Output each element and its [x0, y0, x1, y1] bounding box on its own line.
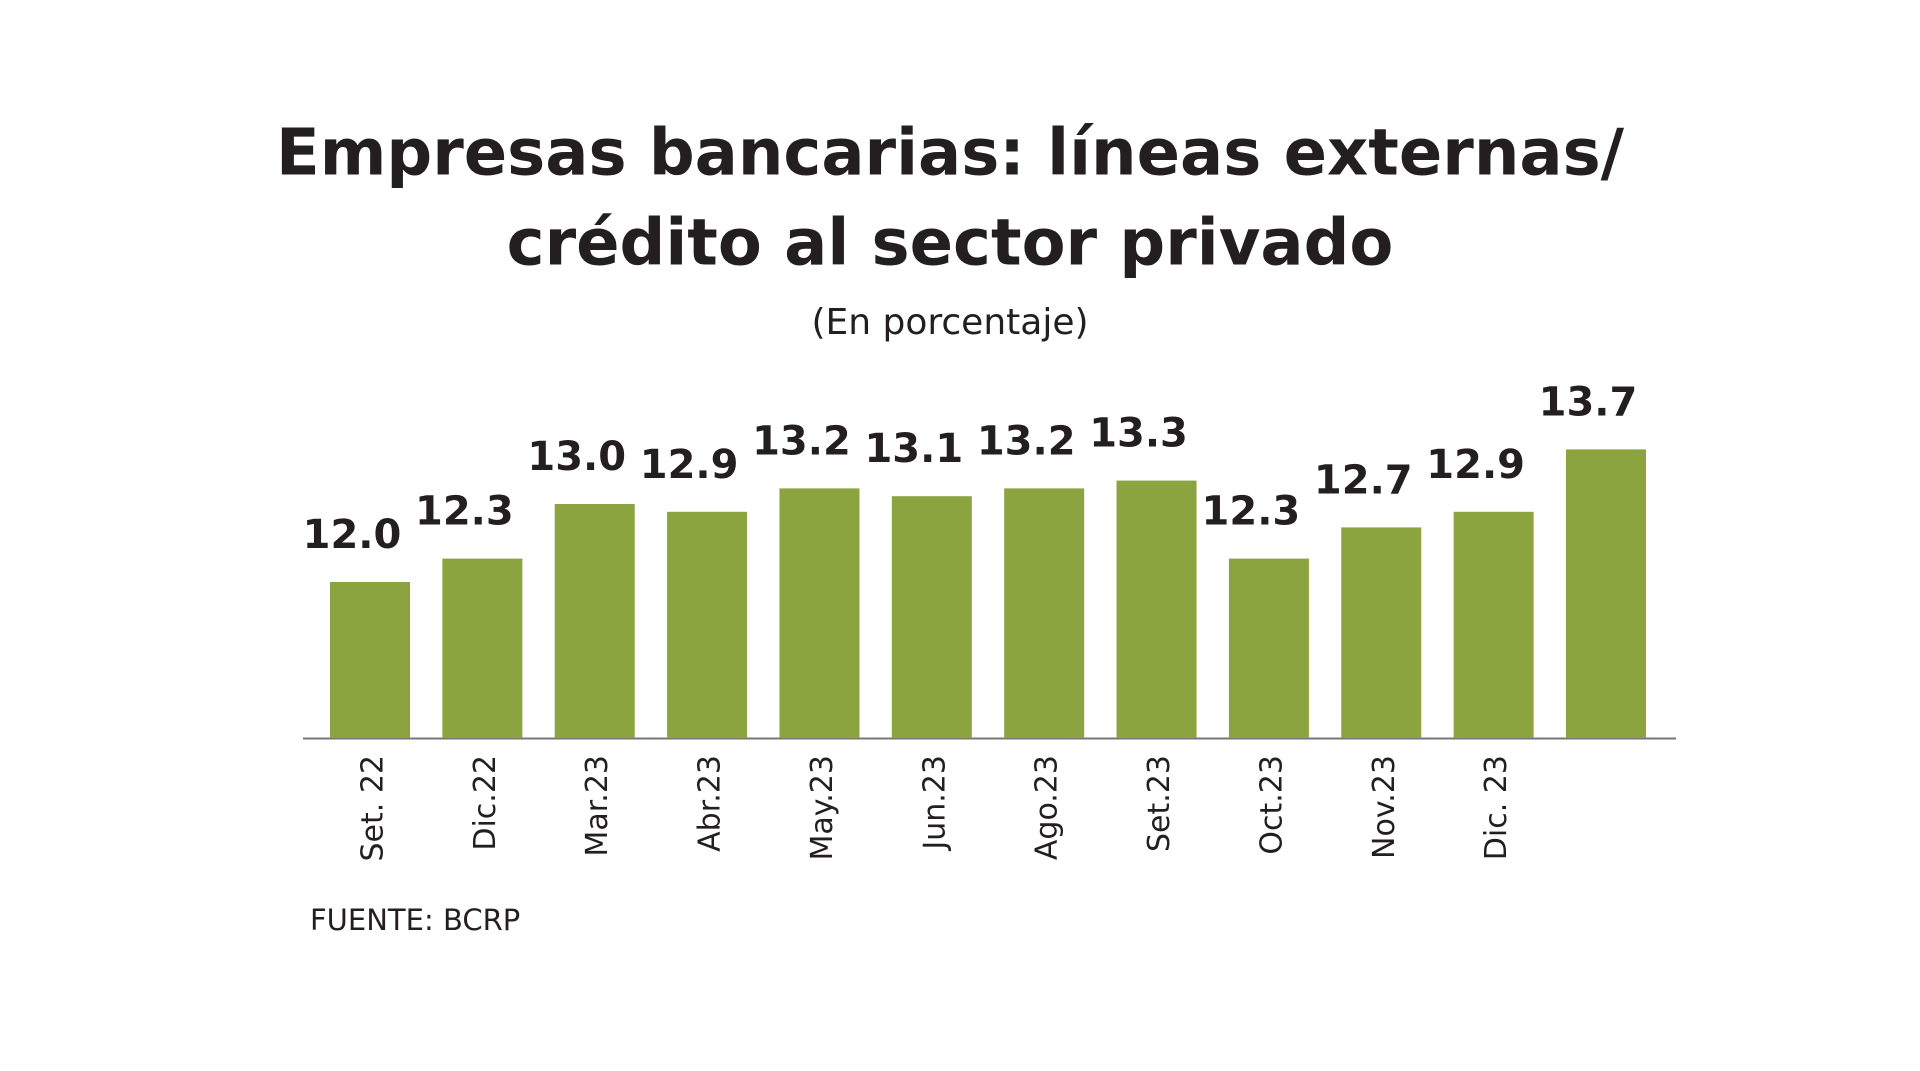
value-label: 12.9 [1426, 442, 1525, 488]
bar [330, 582, 410, 738]
x-tick-label: Ago.23 [1030, 755, 1065, 860]
x-tick-label: Dic. 23 [1479, 755, 1514, 860]
x-tick-label: Abr.23 [693, 755, 728, 852]
value-label: 13.3 [1089, 411, 1188, 457]
bar [1228, 558, 1309, 738]
bar [442, 558, 523, 738]
value-label: 12.9 [640, 442, 739, 488]
value-label: 12.0 [303, 512, 402, 558]
x-tick-label: Oct.23 [1254, 755, 1289, 855]
bar [667, 511, 748, 738]
bar [554, 504, 635, 738]
x-tick-label: Dic.22 [468, 755, 503, 851]
x-tick-label: Nov.23 [1367, 755, 1402, 859]
x-tick-label: Set. 22 [356, 755, 391, 862]
value-label: 13.1 [864, 426, 963, 472]
bar [1453, 511, 1534, 738]
x-tick-label: Jun.23 [917, 755, 952, 852]
value-label: 13.2 [977, 418, 1076, 464]
chart-title: crédito al sector privado [507, 207, 1394, 281]
value-label: 12.3 [415, 489, 514, 535]
value-label: 13.0 [527, 434, 626, 480]
value-label: 13.2 [752, 418, 851, 464]
value-label: 12.3 [1202, 489, 1301, 535]
bar [1566, 449, 1646, 738]
x-tick-label: Set.23 [1142, 755, 1177, 852]
bar [1116, 480, 1197, 738]
chart-title: Empresas bancarias: líneas externas/ [276, 117, 1625, 191]
bar [779, 488, 860, 738]
value-label: 12.7 [1314, 457, 1413, 503]
bar [1004, 488, 1085, 738]
chart-subtitle: (En porcentaje) [811, 302, 1088, 343]
value-label: 13.7 [1539, 379, 1638, 425]
bar [1341, 527, 1422, 738]
x-tick-label: Mar.23 [580, 755, 615, 857]
bar [891, 496, 972, 738]
x-tick-label: May.23 [805, 755, 840, 860]
source: FUENTE: BCRP [310, 903, 520, 937]
